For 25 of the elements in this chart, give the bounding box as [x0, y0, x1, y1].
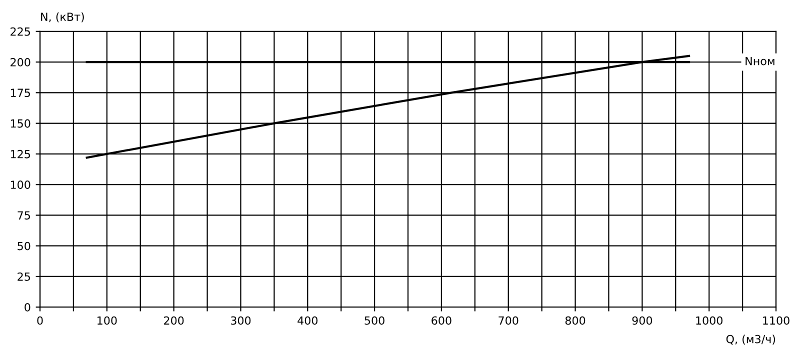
x-axis-title: Q, (м3/ч): [726, 334, 776, 345]
y-axis-title: N, (кВт): [41, 12, 84, 22]
y-tick-label: 50: [18, 242, 30, 250]
x-tick-label: 800: [565, 316, 586, 325]
x-tick-label: 600: [432, 316, 452, 325]
text: Nном: [746, 57, 774, 66]
x-tick-label: 900: [632, 316, 652, 325]
y-tick-label: 175: [10, 88, 30, 98]
x-tick-label: 1000: [696, 316, 722, 325]
x-tick-label: 500: [364, 316, 384, 325]
y-tick-label: 0: [24, 303, 30, 312]
y-tick-label: 75: [18, 211, 30, 220]
y-tick-label: 150: [10, 119, 30, 128]
x-tick-label: 400: [298, 316, 318, 325]
y-tick-label: 200: [10, 58, 30, 66]
x-tick-label: 200: [164, 316, 184, 325]
y-tick-label: 125: [10, 150, 30, 158]
x-tick-label: 700: [498, 316, 518, 325]
x-tick-label: 1100: [763, 316, 790, 325]
y-tick-label: 25: [18, 272, 30, 281]
x-tick-label: 0: [37, 316, 43, 325]
y-tick-label: 225: [10, 27, 30, 36]
x-tick-label: 300: [230, 316, 251, 325]
y-tick-label: 100: [10, 180, 30, 189]
x-tick-label: 100: [98, 316, 117, 325]
